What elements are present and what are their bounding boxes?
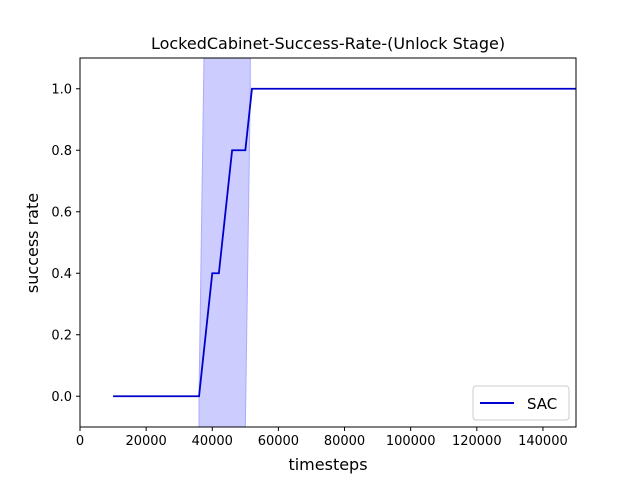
chart-title: LockedCabinet-Success-Rate-(Unlock Stage…: [151, 34, 505, 53]
y-axis: 0.0 0.2 0.4 0.6 0.8 1.0: [51, 82, 80, 405]
plot-frame: [79, 57, 577, 428]
y-tick-label: 0.6: [51, 205, 72, 220]
y-tick-label: 0.8: [51, 144, 72, 159]
x-tick-label: 120000: [452, 434, 502, 449]
legend: SAC: [472, 385, 570, 421]
y-tick-label: 0.0: [51, 390, 72, 405]
confidence-band-sac: [198, 58, 251, 427]
legend-box: [472, 385, 570, 421]
x-axis-title: timesteps: [288, 455, 367, 474]
legend-label-sac: SAC: [527, 395, 557, 413]
y-tick-label: 0.4: [51, 267, 72, 282]
x-tick-label: 20000: [125, 434, 166, 449]
x-tick-label: 40000: [192, 434, 233, 449]
y-tick-label: 0.2: [51, 328, 72, 343]
x-axis: 0 20000 40000 60000 80000 100000 120000 140000: [76, 427, 568, 449]
x-tick-label: 140000: [518, 434, 568, 449]
x-tick-label: 0: [76, 434, 84, 449]
series-line-sac: [113, 87, 576, 398]
y-axis-title: success rate: [23, 193, 42, 293]
x-tick-label: 80000: [324, 434, 365, 449]
plot-area: [113, 58, 576, 427]
x-tick-label: 60000: [258, 434, 299, 449]
y-tick-label: 1.0: [51, 82, 72, 97]
x-tick-label: 100000: [386, 434, 436, 449]
